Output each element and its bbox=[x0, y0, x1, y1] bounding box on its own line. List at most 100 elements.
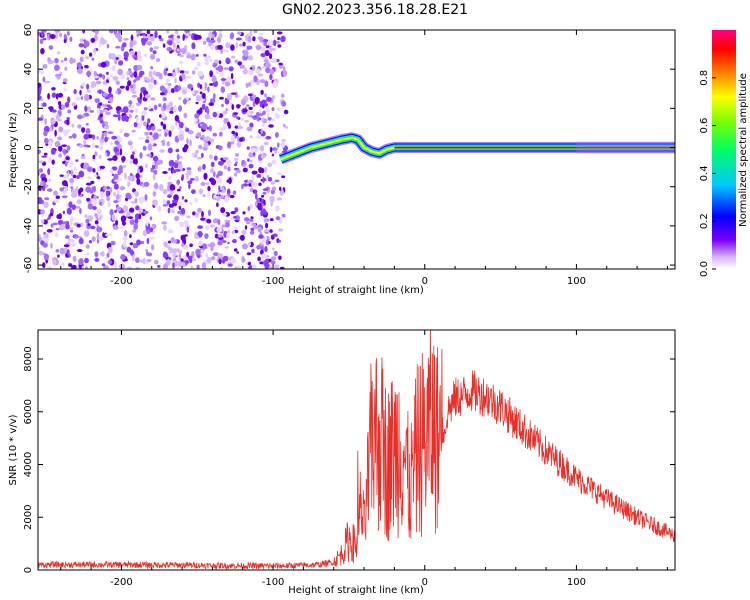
noise-speck bbox=[69, 57, 74, 65]
noise-speck bbox=[222, 123, 227, 131]
noise-speck bbox=[189, 139, 192, 147]
noise-speck bbox=[162, 43, 166, 48]
noise-speck bbox=[219, 96, 224, 100]
noise-speck bbox=[173, 105, 178, 112]
noise-speck bbox=[129, 40, 134, 48]
noise-speck bbox=[251, 170, 258, 175]
noise-speck bbox=[167, 184, 171, 192]
noise-speck bbox=[54, 32, 58, 40]
noise-speck bbox=[218, 60, 222, 65]
noise-speck bbox=[181, 86, 188, 91]
noise-speck bbox=[167, 229, 174, 234]
noise-speck bbox=[237, 265, 242, 269]
noise-speck bbox=[210, 44, 215, 50]
noise-speck bbox=[175, 148, 180, 153]
noise-speck bbox=[266, 112, 270, 119]
noise-speck bbox=[80, 96, 84, 100]
noise-speck bbox=[176, 188, 181, 192]
noise-speck bbox=[149, 34, 156, 42]
noise-speck bbox=[222, 157, 229, 161]
noise-speck bbox=[90, 37, 96, 43]
spectrogram-ytick-label: -20 bbox=[23, 179, 34, 195]
noise-speck bbox=[94, 98, 100, 103]
noise-speck bbox=[57, 219, 64, 226]
spectrogram-y-axis-label: Frequency (Hz) bbox=[8, 112, 19, 188]
noise-speck bbox=[274, 264, 280, 269]
noise-speck bbox=[63, 148, 66, 156]
noise-speck bbox=[136, 177, 141, 186]
noise-speck bbox=[202, 92, 206, 99]
noise-speck bbox=[96, 226, 103, 233]
noise-speck bbox=[235, 37, 242, 41]
noise-speck bbox=[83, 94, 90, 102]
noise-speck bbox=[126, 211, 131, 218]
noise-speck bbox=[85, 186, 92, 193]
noise-speck bbox=[61, 195, 68, 199]
noise-speck bbox=[168, 35, 172, 38]
noise-speck bbox=[79, 237, 83, 244]
noise-speck bbox=[79, 38, 84, 43]
noise-speck bbox=[126, 71, 129, 76]
noise-speck bbox=[217, 241, 223, 246]
noise-speck bbox=[259, 104, 263, 108]
noise-speck bbox=[109, 208, 114, 217]
noise-speck bbox=[276, 172, 283, 175]
noise-speck bbox=[44, 197, 50, 201]
snr-frame bbox=[37, 329, 676, 571]
noise-speck bbox=[132, 82, 136, 90]
noise-speck bbox=[107, 246, 113, 254]
noise-speck bbox=[55, 195, 60, 199]
noise-speck bbox=[192, 211, 196, 216]
noise-speck bbox=[112, 155, 118, 162]
noise-speck bbox=[153, 169, 158, 175]
noise-speck bbox=[93, 195, 98, 200]
noise-speck bbox=[268, 241, 271, 244]
noise-speck bbox=[240, 98, 247, 106]
noise-speck bbox=[232, 226, 239, 230]
noise-speck bbox=[242, 243, 248, 250]
noise-speck bbox=[99, 191, 106, 199]
noise-speck bbox=[143, 107, 148, 111]
noise-speck bbox=[81, 127, 86, 133]
noise-speck bbox=[133, 79, 137, 83]
noise-speck bbox=[69, 161, 74, 166]
noise-speck bbox=[127, 80, 132, 87]
noise-speck bbox=[227, 166, 231, 172]
noise-speck bbox=[194, 90, 199, 94]
noise-speck bbox=[71, 102, 77, 107]
noise-speck bbox=[202, 194, 206, 197]
noise-speck bbox=[99, 143, 104, 146]
noise-speck bbox=[86, 144, 91, 148]
noise-speck bbox=[38, 82, 42, 88]
noise-speck bbox=[253, 117, 257, 120]
noise-speck bbox=[62, 221, 67, 225]
noise-speck bbox=[168, 40, 173, 46]
noise-speck bbox=[123, 51, 129, 59]
noise-speck bbox=[194, 113, 200, 119]
noise-speck bbox=[235, 161, 238, 165]
noise-speck bbox=[277, 239, 282, 243]
noise-speck bbox=[245, 221, 251, 225]
noise-speck bbox=[281, 175, 286, 178]
noise-speck bbox=[57, 254, 60, 258]
noise-speck bbox=[201, 123, 208, 130]
noise-speck bbox=[65, 156, 70, 161]
noise-speck bbox=[255, 68, 262, 74]
noise-speck bbox=[38, 168, 44, 173]
noise-speck bbox=[84, 252, 90, 256]
noise-speck bbox=[184, 30, 190, 34]
noise-speck bbox=[225, 58, 231, 65]
chart-title: GN02.2023.356.18.28.E21 bbox=[281, 2, 469, 18]
noise-speck bbox=[38, 233, 41, 238]
colorbar-tick-label: 0.8 bbox=[699, 70, 710, 86]
noise-speck bbox=[42, 76, 46, 83]
noise-speck bbox=[235, 132, 239, 137]
noise-speck bbox=[190, 53, 196, 61]
noise-speck bbox=[93, 75, 100, 79]
noise-speck bbox=[221, 224, 227, 228]
noise-speck bbox=[162, 102, 167, 110]
noise-speck bbox=[112, 75, 119, 81]
noise-speck bbox=[108, 97, 114, 103]
noise-speck bbox=[69, 229, 74, 233]
noise-speck bbox=[225, 42, 231, 49]
